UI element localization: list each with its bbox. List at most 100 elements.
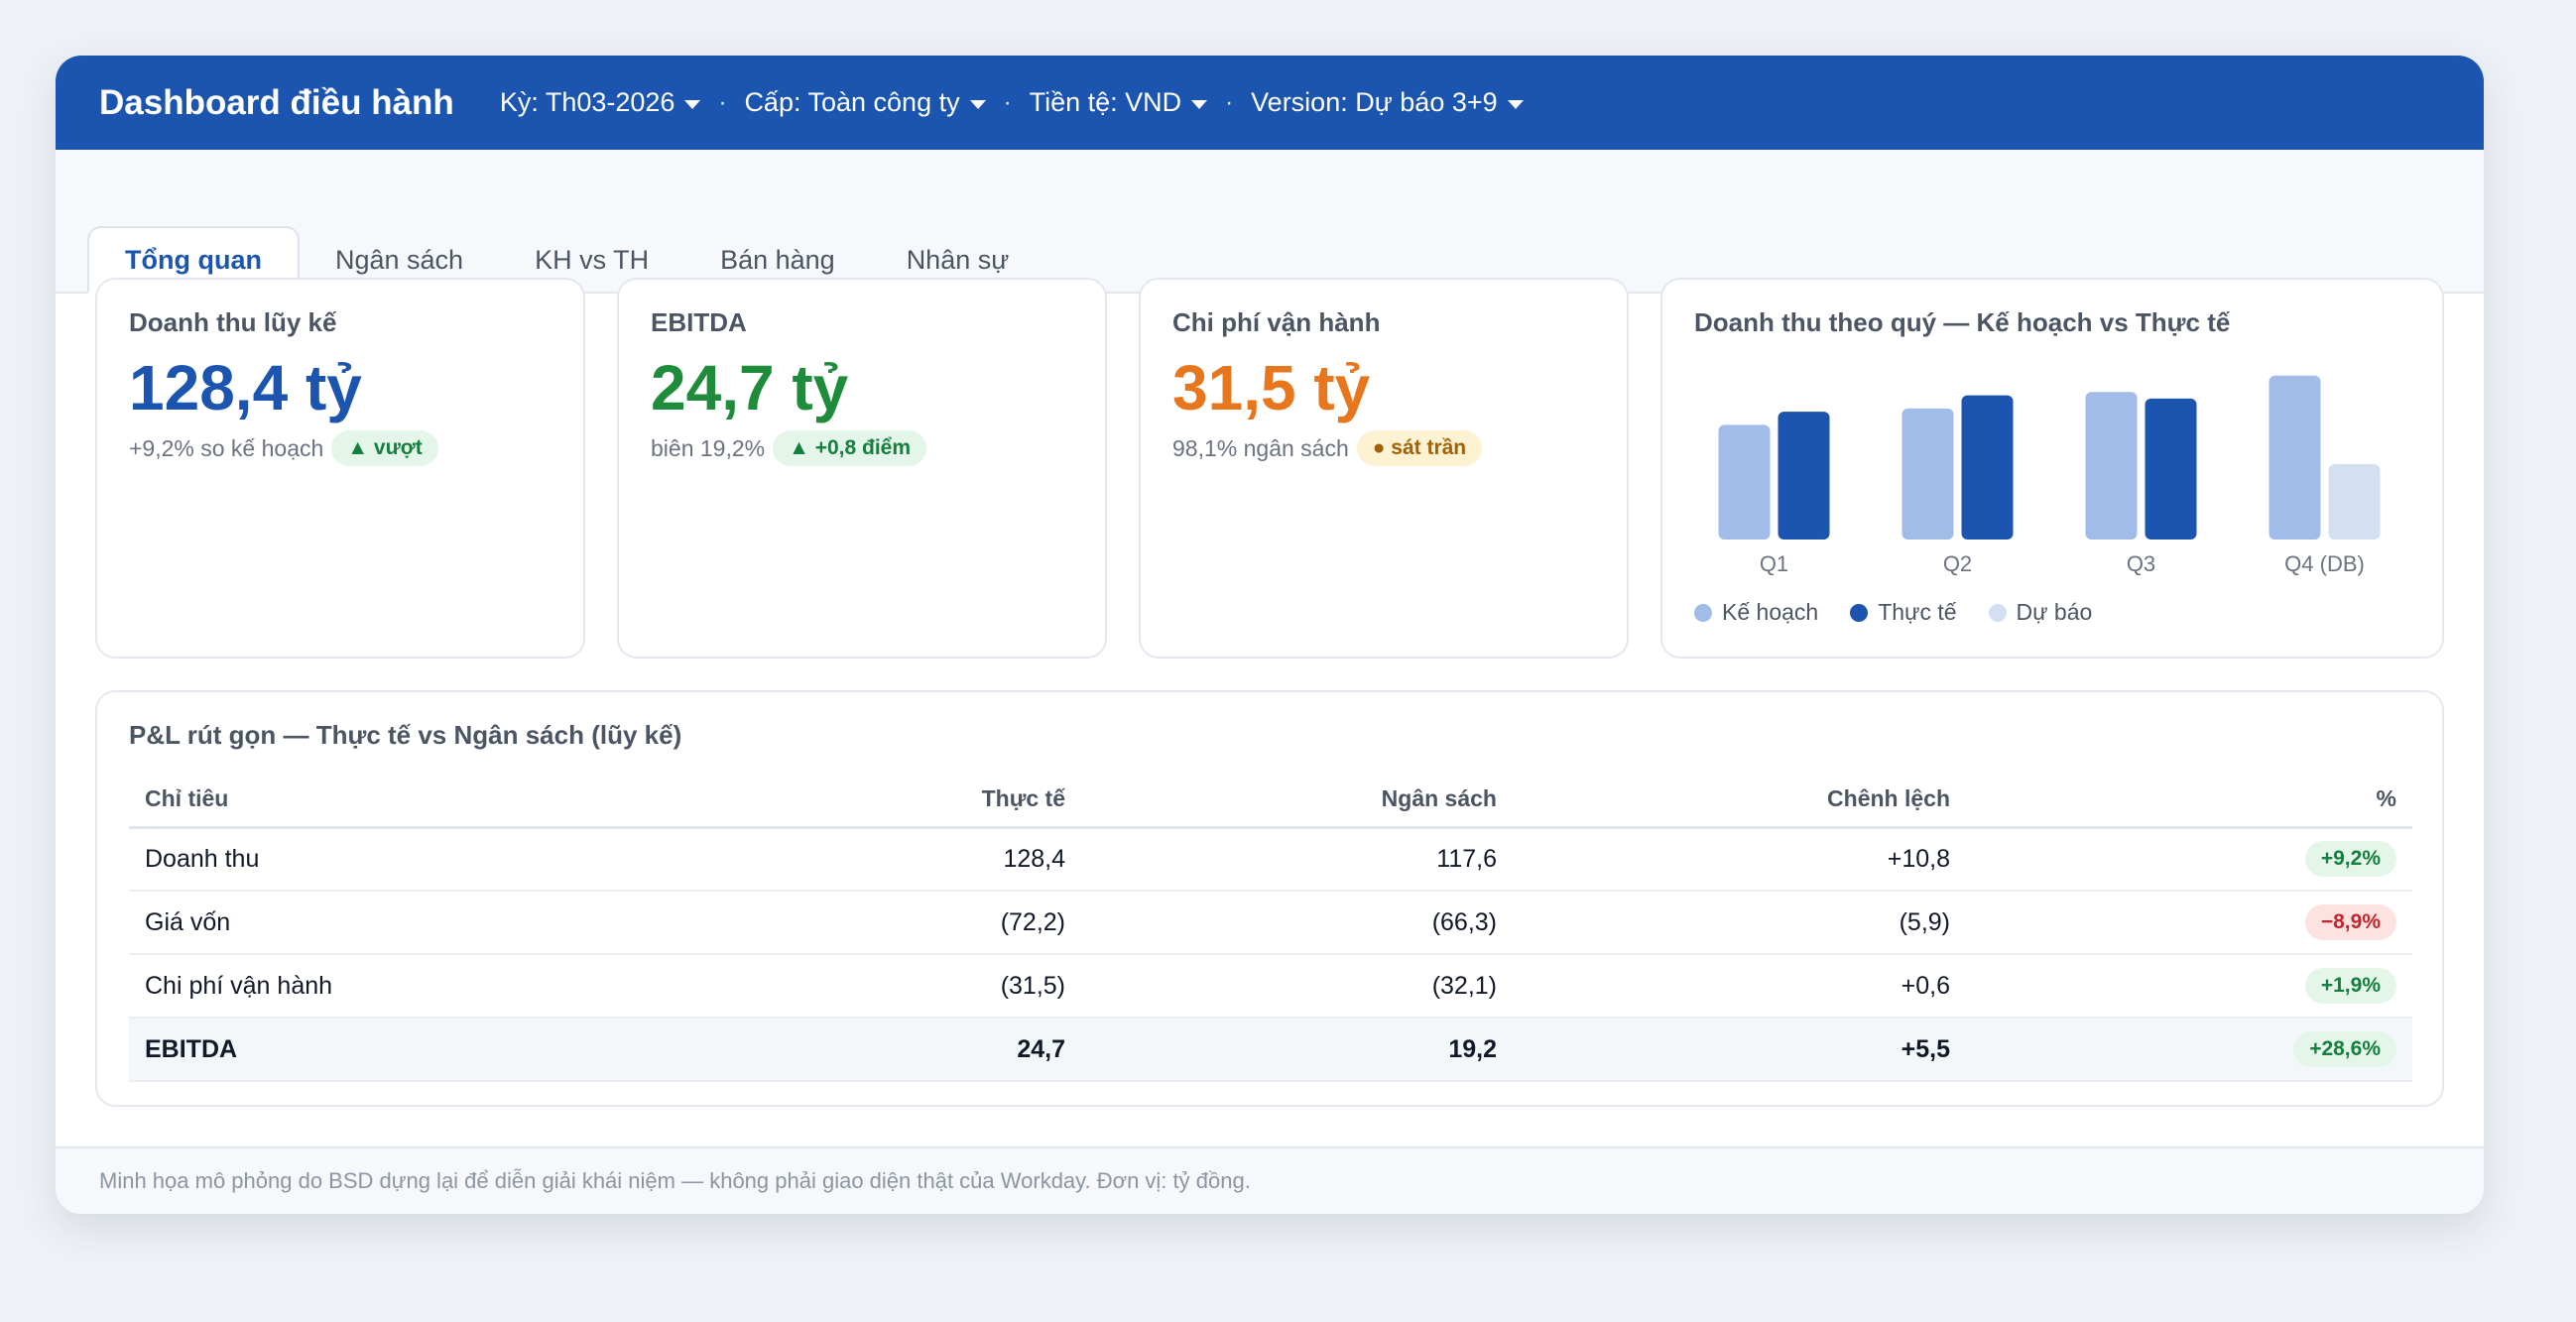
budget-cell: 117,6: [1081, 827, 1513, 892]
kpi-value: 128,4 tỷ: [129, 352, 362, 423]
chevron-down-icon: [1507, 99, 1524, 109]
budget-cell: (66,3): [1081, 891, 1513, 955]
bar-thực-tế-q3: [2145, 398, 2197, 540]
legend-label: Thực tế: [1878, 599, 1957, 625]
column-header: Chỉ tiêu: [129, 772, 764, 829]
budget-cell: 19,2: [1081, 1018, 1513, 1082]
tab-bar: Tổng quan Ngân sách KH vs TH Bán hàng Nh…: [56, 150, 2484, 294]
variance-cell: +10,8: [1513, 827, 1966, 892]
x-tick-label: Q4 (DB): [2284, 551, 2365, 576]
column-header: Ngân sách: [1081, 772, 1513, 829]
kpi-subtext: 98,1% ngân sách: [1172, 434, 1349, 461]
kpi-card-ebitda: EBITDA 24,7 tỷ biên 19,2% ▲ +0,8 điểm: [617, 278, 1107, 659]
actual-cell: (72,2): [764, 891, 1081, 955]
pl-summary-card: P&L rút gọn — Thực tế vs Ngân sách (lũy …: [95, 690, 2444, 1107]
kpi-label: EBITDA: [651, 307, 747, 337]
kpi-card-opex: Chi phí vận hành 31,5 tỷ 98,1% ngân sách…: [1139, 278, 1629, 659]
pl-table: Chỉ tiêu Thực tế Ngân sách Chênh lệch % …: [129, 772, 2412, 1082]
version-filter[interactable]: Version: Dự báo 3+9: [1251, 87, 1524, 118]
table-row-total: EBITDA 24,7 19,2 +5,5 +28,6%: [129, 1018, 2412, 1082]
percent-cell: −8,9%: [1966, 891, 2412, 955]
table-row: Doanh thu 128,4 117,6 +10,8 +9,2%: [129, 827, 2412, 892]
percent-badge: +28,6%: [2293, 1031, 2396, 1067]
status-badge: ● sát trần: [1356, 430, 1483, 466]
chart-legend: Kế hoạch Thực tế Dự báo: [1694, 599, 2124, 626]
tab-budget[interactable]: Ngân sách: [334, 244, 464, 275]
table-header-row: Chỉ tiêu Thực tế Ngân sách Chênh lệch %: [129, 772, 2412, 829]
footer-note: Minh họa mô phỏng do BSD dựng lại để diễ…: [56, 1146, 2484, 1214]
variance-cell: (5,9): [1513, 891, 1966, 955]
percent-cell: +28,6%: [1966, 1018, 2412, 1082]
row-label: Doanh thu: [129, 827, 764, 892]
dashboard-window: Dashboard điều hành Kỳ: Th03-2026 · Cấp:…: [56, 56, 2484, 1214]
status-badge: ▲ +0,8 điểm: [773, 430, 927, 466]
kpi-subtext: biên 19,2%: [651, 434, 766, 461]
variance-cell: +0,6: [1513, 954, 1966, 1019]
kpi-value: 31,5 tỷ: [1172, 352, 1371, 423]
tab-sales[interactable]: Bán hàng: [720, 244, 835, 275]
kpi-subtext: +9,2% so kế hoạch: [129, 434, 324, 461]
percent-badge: +9,2%: [2304, 841, 2396, 878]
percent-badge: +1,9%: [2304, 968, 2396, 1004]
legend-item-forecast: Dự báo: [1988, 599, 2093, 626]
quarterly-revenue-chart: Q1 Q2 Q3 Q4 (DB): [1718, 375, 2381, 576]
legend-item-plan: Kế hoạch: [1694, 599, 1818, 626]
budget-cell: (32,1): [1081, 954, 1513, 1019]
level-filter[interactable]: Cấp: Toàn công ty: [744, 87, 986, 118]
actual-cell: (31,5): [764, 954, 1081, 1019]
bar-dự-báo-q4db: [2328, 464, 2381, 540]
pl-title: P&L rút gọn — Thực tế vs Ngân sách (lũy …: [129, 720, 682, 750]
filter-separator: ·: [1003, 88, 1012, 116]
chevron-down-icon: [1191, 99, 1208, 109]
chevron-down-icon: [684, 99, 701, 109]
column-header: Thực tế: [764, 772, 1081, 829]
bar-thực-tế-q1: [1778, 412, 1830, 540]
chart-title: Doanh thu theo quý — Kế hoạch vs Thực tế: [1694, 307, 2231, 337]
bar-thực-tế-q2: [1961, 395, 2014, 540]
table-row: Chi phí vận hành (31,5) (32,1) +0,6 +1,9…: [129, 954, 2412, 1019]
row-label: EBITDA: [129, 1018, 764, 1082]
period-filter-label: Kỳ: Th03-2026: [499, 87, 675, 117]
table-row: Giá vốn (72,2) (66,3) (5,9) −8,9%: [129, 891, 2412, 955]
legend-label: Kế hoạch: [1722, 599, 1819, 625]
legend-item-actual: Thực tế: [1850, 599, 1957, 626]
bar-kế-hoạch-q2: [1901, 408, 1954, 540]
bar-kế-hoạch-q3: [2085, 392, 2138, 540]
kpi-card-revenue: Doanh thu lũy kế 128,4 tỷ +9,2% so kế ho…: [95, 278, 585, 659]
bar-kế-hoạch-q1: [1718, 424, 1771, 540]
legend-label: Dự báo: [2016, 599, 2093, 625]
tab-plan-vs-actual[interactable]: KH vs TH: [535, 244, 650, 275]
actual-cell: 24,7: [764, 1018, 1081, 1082]
filter-separator: ·: [1225, 88, 1234, 116]
kpi-value: 24,7 tỷ: [651, 352, 849, 423]
column-header: %: [1966, 772, 2412, 829]
status-badge: ▲ vượt: [331, 430, 438, 466]
legend-swatch: [1988, 603, 2007, 622]
kpi-label: Doanh thu lũy kế: [129, 307, 337, 337]
currency-filter-label: Tiền tệ: VND: [1029, 87, 1182, 117]
percent-cell: +1,9%: [1966, 954, 2412, 1019]
actual-cell: 128,4: [764, 827, 1081, 892]
variance-cell: +5,5: [1513, 1018, 1966, 1082]
x-tick-label: Q3: [2127, 551, 2155, 576]
row-label: Giá vốn: [129, 891, 764, 955]
top-bar: Dashboard điều hành Kỳ: Th03-2026 · Cấp:…: [56, 56, 2484, 150]
legend-swatch: [1694, 603, 1712, 622]
legend-swatch: [1850, 603, 1869, 622]
tab-hr[interactable]: Nhân sự: [906, 244, 1010, 275]
x-tick-label: Q1: [1760, 551, 1788, 576]
bar-kế-hoạch-q4db: [2269, 375, 2321, 540]
quarterly-revenue-chart-card: Doanh thu theo quý — Kế hoạch vs Thực tế…: [1660, 278, 2444, 659]
percent-cell: +9,2%: [1966, 827, 2412, 892]
percent-badge: −8,9%: [2304, 904, 2396, 940]
column-header: Chênh lệch: [1513, 772, 1966, 829]
row-label: Chi phí vận hành: [129, 954, 764, 1019]
chevron-down-icon: [969, 99, 986, 109]
version-filter-label: Version: Dự báo 3+9: [1251, 87, 1498, 117]
level-filter-label: Cấp: Toàn công ty: [744, 87, 960, 117]
app-title: Dashboard điều hành: [99, 82, 454, 122]
kpi-label: Chi phí vận hành: [1172, 307, 1381, 337]
period-filter[interactable]: Kỳ: Th03-2026: [500, 87, 701, 118]
filter-separator: ·: [718, 88, 727, 116]
currency-filter[interactable]: Tiền tệ: VND: [1030, 87, 1208, 118]
